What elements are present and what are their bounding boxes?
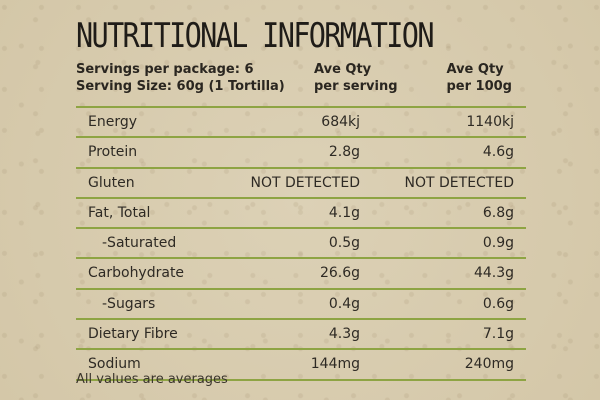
- table-row: Protein 2.8g 4.6g: [76, 138, 526, 169]
- per-serving-value: 144mg: [310, 356, 360, 373]
- nutrient-name: Gluten: [88, 174, 135, 191]
- nutrient-name: Dietary Fibre: [88, 326, 178, 343]
- per-100g-value: 240mg: [464, 356, 514, 373]
- per-100g-value: NOT DETECTED: [404, 174, 514, 191]
- page-title: NUTRITIONAL INFORMATION: [76, 16, 435, 56]
- per-serving-value: 4.1g: [328, 204, 360, 221]
- nutrient-name: -Sugars: [102, 295, 156, 312]
- table-header: Servings per package: 6 Serving Size: 60…: [76, 61, 526, 101]
- per-100g-value: 4.6g: [482, 144, 514, 161]
- per-serving-value: NOT DETECTED: [250, 174, 360, 191]
- per-serving-value: 26.6g: [319, 265, 360, 282]
- per-100g-value: 1140kj: [466, 114, 514, 130]
- nutrient-name: Carbohydrate: [88, 265, 185, 282]
- per-serving-value: 684kj: [321, 114, 360, 130]
- nutrition-table: Energy 684kj 1140kj Protein 2.8g 4.6g Gl…: [76, 106, 526, 381]
- per-100g-column-header: Ave Qty per 100g: [446, 61, 512, 95]
- per-serving-value: 0.5g: [328, 235, 360, 252]
- table-row: Energy 684kj 1140kj: [76, 106, 526, 139]
- per-serving-value: 2.8g: [328, 144, 360, 161]
- per-100g-value: 0.6g: [482, 295, 514, 312]
- nutrient-name: Energy: [88, 114, 138, 130]
- footnote: All values are averages: [76, 372, 228, 387]
- per-100g-value: 0.9g: [482, 235, 514, 252]
- table-row: -Sugars 0.4g 0.6g: [76, 290, 526, 321]
- per-100g-value: 44.3g: [473, 265, 514, 282]
- table-row: Fat, Total 4.1g 6.8g: [76, 199, 526, 230]
- serving-size: Serving Size: 60g (1 Tortilla): [76, 79, 285, 94]
- table-row: -Saturated 0.5g 0.9g: [76, 229, 526, 260]
- servings-per-package: Servings per package: 6: [76, 62, 254, 77]
- table-row: Gluten NOT DETECTED NOT DETECTED: [76, 169, 526, 199]
- per-100g-value: 7.1g: [482, 326, 514, 343]
- nutrient-name: Protein: [88, 144, 138, 161]
- per-serving-column-header: Ave Qty per serving: [314, 61, 398, 95]
- table-row: Dietary Fibre 4.3g 7.1g: [76, 320, 526, 351]
- nutrient-name: Sodium: [88, 356, 141, 373]
- per-serving-header-line1: Ave Qty: [314, 62, 372, 77]
- per-100g-value: 6.8g: [482, 204, 514, 221]
- per-serving-header-line2: per serving: [314, 79, 398, 94]
- nutrient-name: -Saturated: [102, 235, 177, 252]
- table-row: Carbohydrate 26.6g 44.3g: [76, 259, 526, 290]
- serving-info: Servings per package: 6 Serving Size: 60…: [76, 61, 285, 95]
- table-row: Sodium 144mg 240mg: [76, 350, 526, 381]
- per-serving-value: 0.4g: [328, 295, 360, 312]
- per-100g-header-line2: per 100g: [446, 79, 512, 94]
- per-100g-header-line1: Ave Qty: [446, 62, 504, 77]
- per-serving-value: 4.3g: [328, 326, 360, 343]
- nutrient-name: Fat, Total: [88, 204, 151, 221]
